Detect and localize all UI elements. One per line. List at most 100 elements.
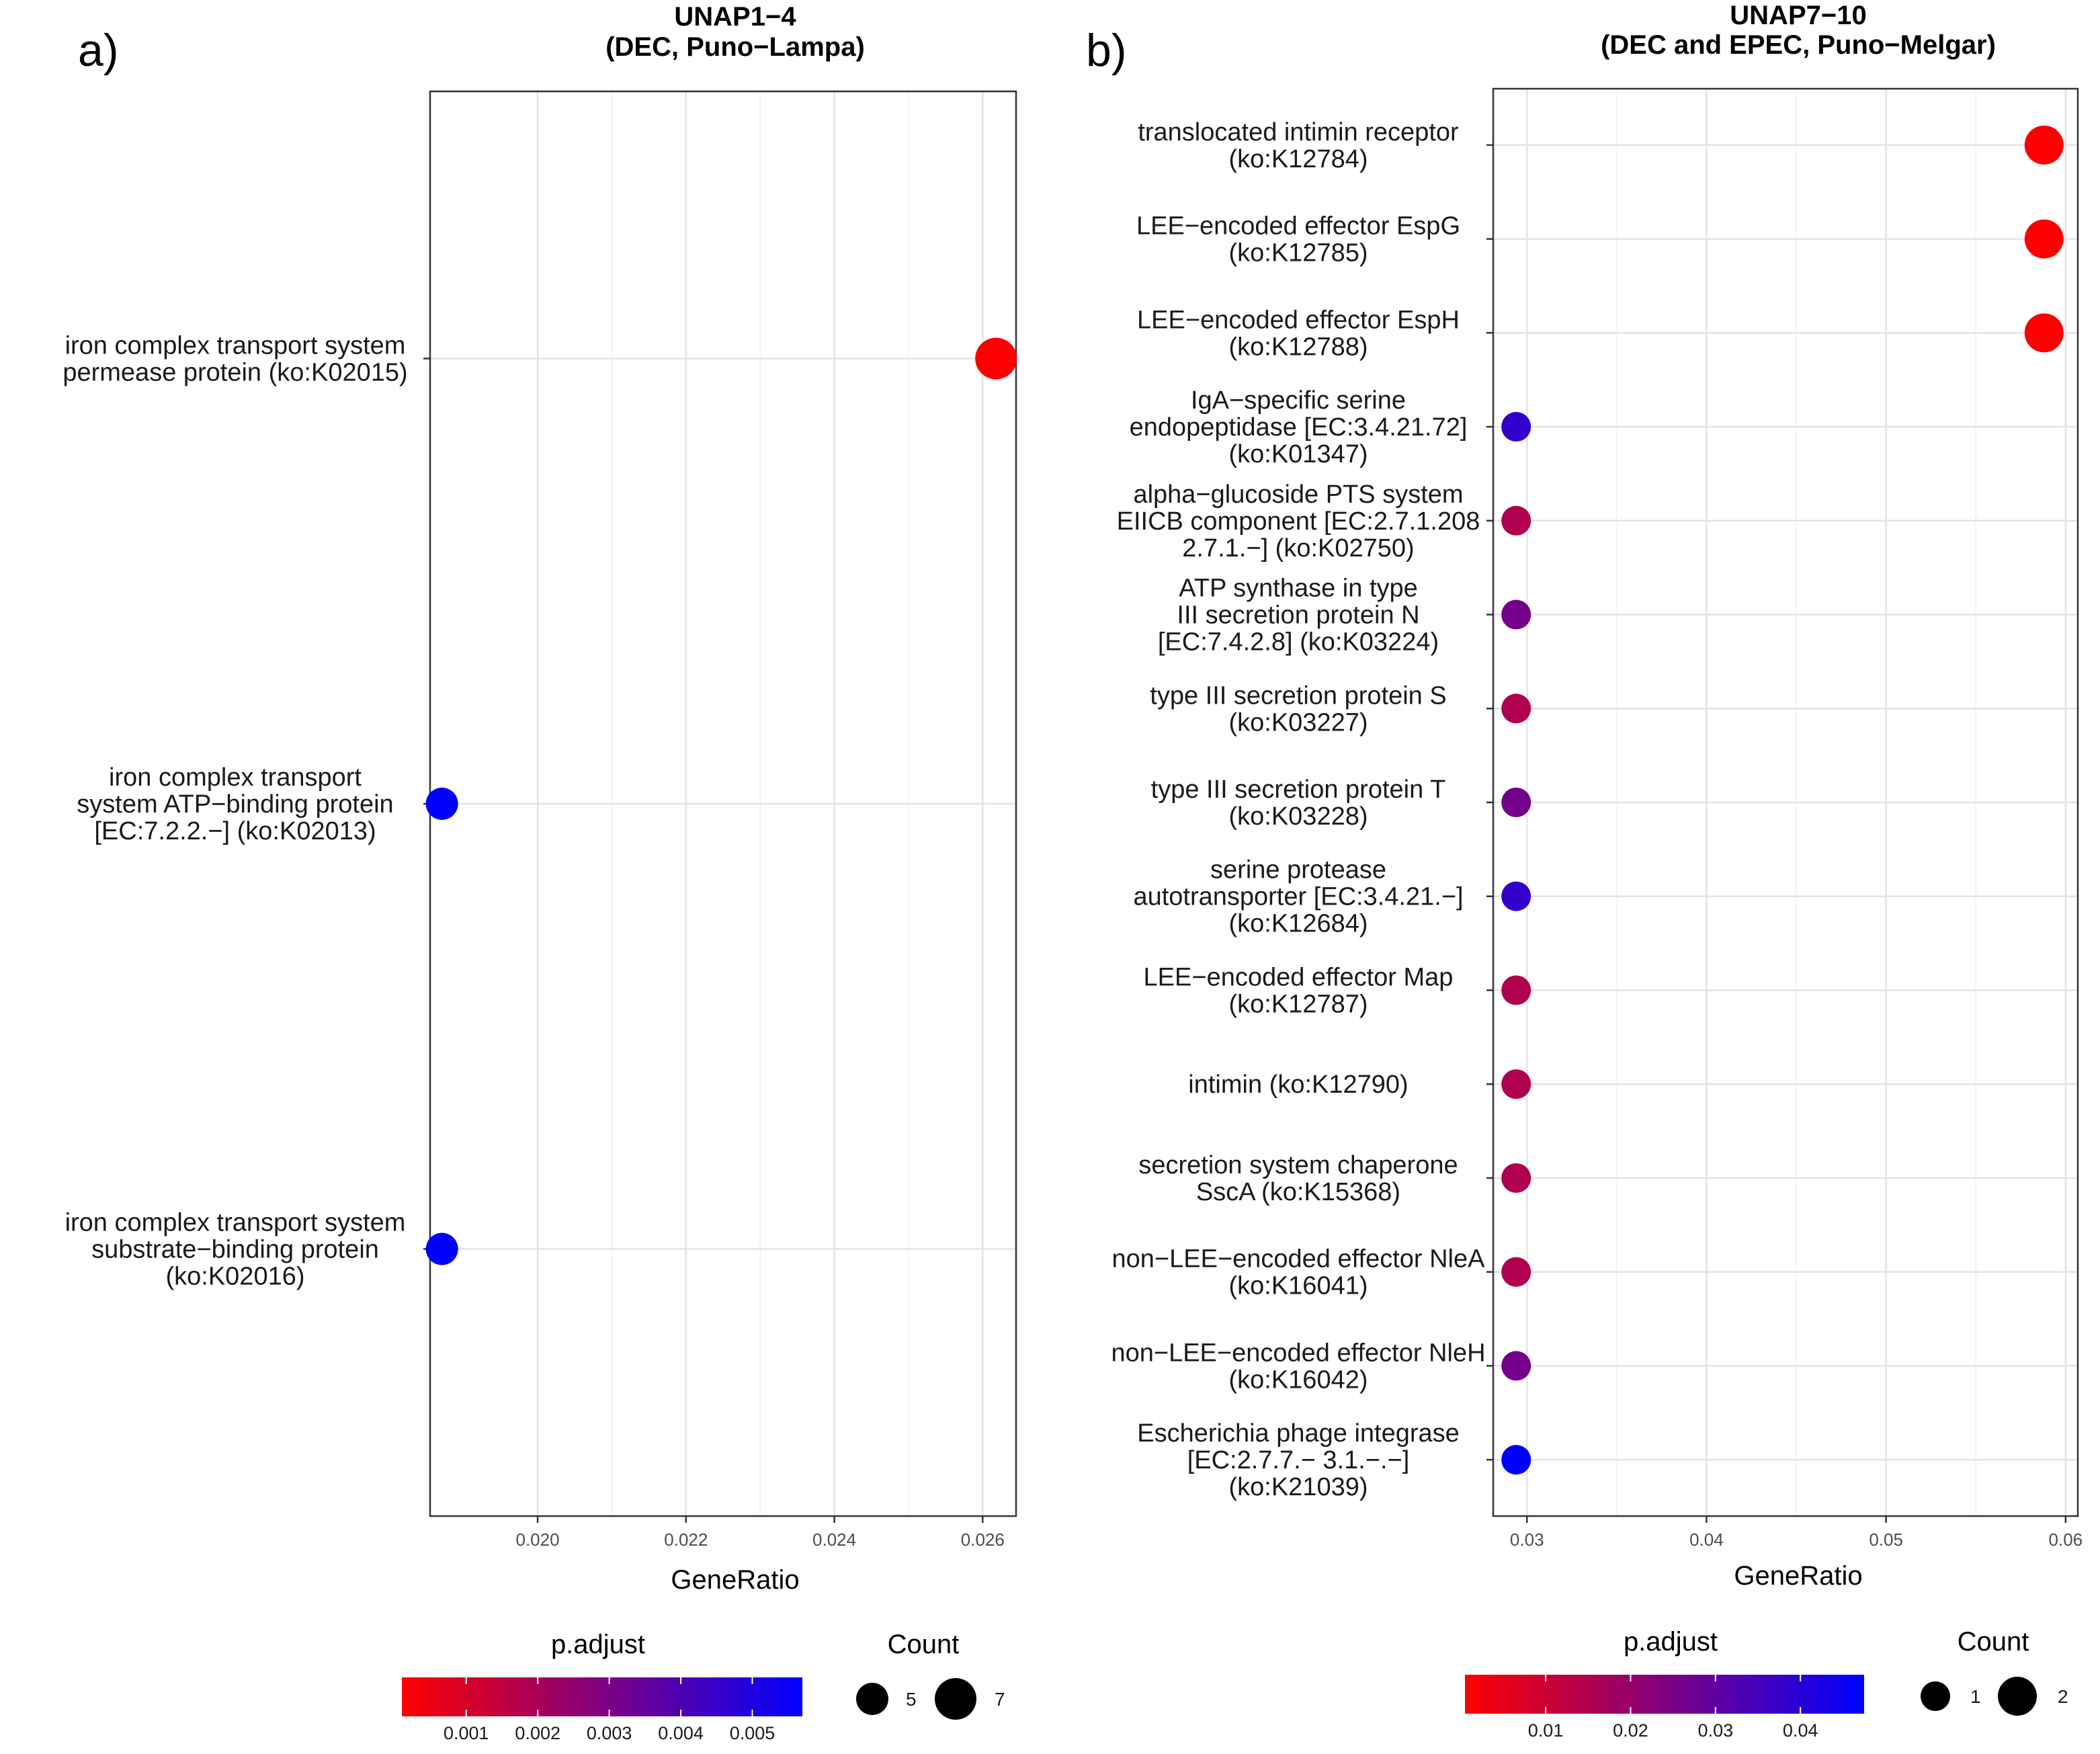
y-tick-label-line: (ko:K12788) (1228, 333, 1368, 361)
y-tick-label-line: SscA (ko:K15368) (1196, 1178, 1400, 1206)
chart-title: UNAP7−10 (1730, 1, 1866, 30)
y-tick-label: non−LEE−encoded effector NleA (ko:K16041) (1112, 1245, 1486, 1300)
y-tick-label-line: system ATP−binding protein (77, 790, 393, 819)
y-tick-label: non−LEE−encoded effector NleH (ko:K16042) (1111, 1339, 1485, 1394)
y-tick-label: translocated intimin receptor (ko:K12784) (1138, 118, 1459, 173)
data-point (1501, 1351, 1531, 1381)
data-point (425, 788, 458, 820)
y-tick-label-line: intimin (ko:K12790) (1188, 1071, 1408, 1099)
y-tick-label: Escherichia phage integrase [EC:2.7.7.− 3… (1137, 1419, 1460, 1501)
y-tick-label: iron complex transport system substrate−b… (65, 1209, 406, 1291)
y-tick-label: type III secretion protein S (ko:K03227) (1150, 681, 1446, 737)
color-legend-tick-label: 0.005 (730, 1723, 775, 1743)
y-tick-label-line: EIICB component [EC:2.7.1.208 (1117, 507, 1480, 536)
y-tick-label-line: (ko:K03227) (1228, 708, 1368, 737)
data-point (1501, 975, 1531, 1005)
y-tick-label-line: substrate−binding protein (91, 1236, 379, 1264)
data-point (1501, 881, 1531, 911)
color-legend-bar (402, 1677, 802, 1716)
data-point (1501, 788, 1531, 817)
size-legend-label: 5 (906, 1689, 917, 1710)
y-tick-label-line: LEE−encoded effector EspH (1137, 306, 1460, 334)
y-tick-label-line: (ko:K01347) (1228, 440, 1368, 468)
size-legend-title: Count (1958, 1627, 2029, 1657)
size-legend-label: 1 (1970, 1686, 1981, 1707)
color-legend-tick-label: 0.004 (658, 1723, 704, 1743)
y-tick-label-line: secretion system chaperone (1138, 1151, 1458, 1179)
color-legend-title: p.adjust (551, 1630, 645, 1659)
x-axis-label: GeneRatio (1734, 1561, 1862, 1591)
y-tick-label-line: III secretion protein N (1177, 601, 1419, 630)
y-tick-label-line: translocated intimin receptor (1138, 118, 1459, 147)
y-tick-label-line: [EC:2.7.7.− 3.1.−.−] (1187, 1446, 1410, 1474)
data-point (1501, 1069, 1531, 1099)
y-tick-label-line: (ko:K16042) (1228, 1366, 1368, 1394)
size-legend-label: 2 (2058, 1686, 2068, 1707)
x-tick-label: 0.026 (961, 1530, 1005, 1550)
y-tick-label-line: serine protease (1210, 856, 1386, 884)
x-tick-label: 0.04 (1689, 1530, 1724, 1550)
y-tick-label-line: iron complex transport (109, 763, 362, 792)
y-tick-label-line: non−LEE−encoded effector NleA (1112, 1245, 1486, 1273)
data-point (1501, 412, 1531, 442)
y-tick-label: iron complex transport system ATP−binding… (77, 763, 393, 845)
data-point (2024, 125, 2064, 165)
y-tick-label-line: (ko:K02016) (165, 1263, 304, 1291)
y-tick-label-line: (ko:K12785) (1228, 239, 1368, 267)
y-tick-label-line: (ko:K12784) (1228, 145, 1368, 173)
data-point (975, 337, 1017, 380)
data-point (1501, 1257, 1531, 1287)
color-legend-tick-label: 0.01 (1528, 1720, 1564, 1741)
size-legend-title: Count (888, 1630, 960, 1659)
y-tick-label-line: (ko:K12787) (1228, 990, 1368, 1018)
y-tick-label-line: type III secretion protein S (1150, 681, 1446, 710)
panel-label: a) (78, 25, 118, 76)
x-tick-label: 0.022 (664, 1530, 708, 1550)
y-tick-label: type III secretion protein T (ko:K03228) (1151, 776, 1446, 831)
y-tick-label: IgA−specific serine endopeptidase [EC:3.4… (1130, 386, 1468, 468)
x-tick-label: 0.03 (1510, 1530, 1544, 1550)
size-legend-dot (935, 1678, 976, 1720)
panel-label: b) (1086, 25, 1126, 76)
x-tick-label: 0.020 (516, 1530, 560, 1550)
y-tick-label: LEE−encoded effector Map (ko:K12787) (1144, 963, 1454, 1018)
color-legend-tick-label: 0.03 (1698, 1720, 1734, 1741)
chart-title: UNAP1−4 (674, 2, 796, 32)
panel-b: b) UNAP7−10(DEC and EPEC, Puno−Melgar) 0.0… (1086, 1, 2083, 1741)
y-tick-label-line: [EC:7.2.2.−] (ko:K02013) (94, 817, 376, 845)
x-tick-label: 0.024 (812, 1530, 856, 1550)
y-tick-label-line: (ko:K21039) (1228, 1473, 1368, 1501)
panel-a: a) UNAP1−4(DEC, Puno−Lampa) 0.020 0.022 0.02… (62, 2, 1017, 1743)
y-tick-label: iron complex transport system permease pr… (62, 332, 407, 387)
size-legend-dot (1998, 1677, 2037, 1716)
color-legend-tick-label: 0.001 (444, 1723, 489, 1743)
data-point (1501, 599, 1531, 630)
y-tick-label: secretion system chaperone SscA (ko:K1536… (1138, 1151, 1458, 1206)
y-tick-label-line: Escherichia phage integrase (1137, 1419, 1460, 1448)
y-tick-label-line: iron complex transport system (65, 1209, 406, 1237)
x-tick-label: 0.06 (2049, 1530, 2083, 1550)
x-axis-label: GeneRatio (671, 1565, 799, 1595)
y-tick-label-line: LEE−encoded effector Map (1144, 963, 1454, 991)
y-tick-label-line: permease protein (ko:K02015) (62, 359, 407, 387)
data-point (2024, 313, 2064, 353)
y-tick-label-line: alpha−glucoside PTS system (1133, 481, 1463, 509)
color-legend-tick-label: 0.002 (515, 1723, 560, 1743)
color-legend-tick-label: 0.003 (587, 1723, 632, 1743)
grid-lines (430, 91, 1016, 1516)
chart-subtitle: (DEC and EPEC, Puno−Melgar) (1601, 30, 1996, 60)
data-point (1501, 694, 1531, 724)
color-legend-tick-label: 0.04 (1783, 1720, 1818, 1741)
color-legend-tick-label: 0.02 (1613, 1720, 1648, 1741)
y-tick-label: serine protease autotransporter [EC:3.4.2… (1133, 856, 1463, 938)
size-legend-dot (856, 1683, 888, 1715)
y-tick-label: LEE−encoded effector EspH (ko:K12788) (1137, 306, 1460, 361)
y-tick-label: LEE−encoded effector EspG (ko:K12785) (1136, 212, 1460, 267)
y-tick-label: intimin (ko:K12790) (1188, 1071, 1408, 1099)
color-legend-title: p.adjust (1624, 1627, 1718, 1657)
y-tick-label-line: type III secretion protein T (1151, 776, 1446, 804)
data-point (1501, 1163, 1531, 1193)
x-tick-label: 0.05 (1869, 1530, 1903, 1550)
